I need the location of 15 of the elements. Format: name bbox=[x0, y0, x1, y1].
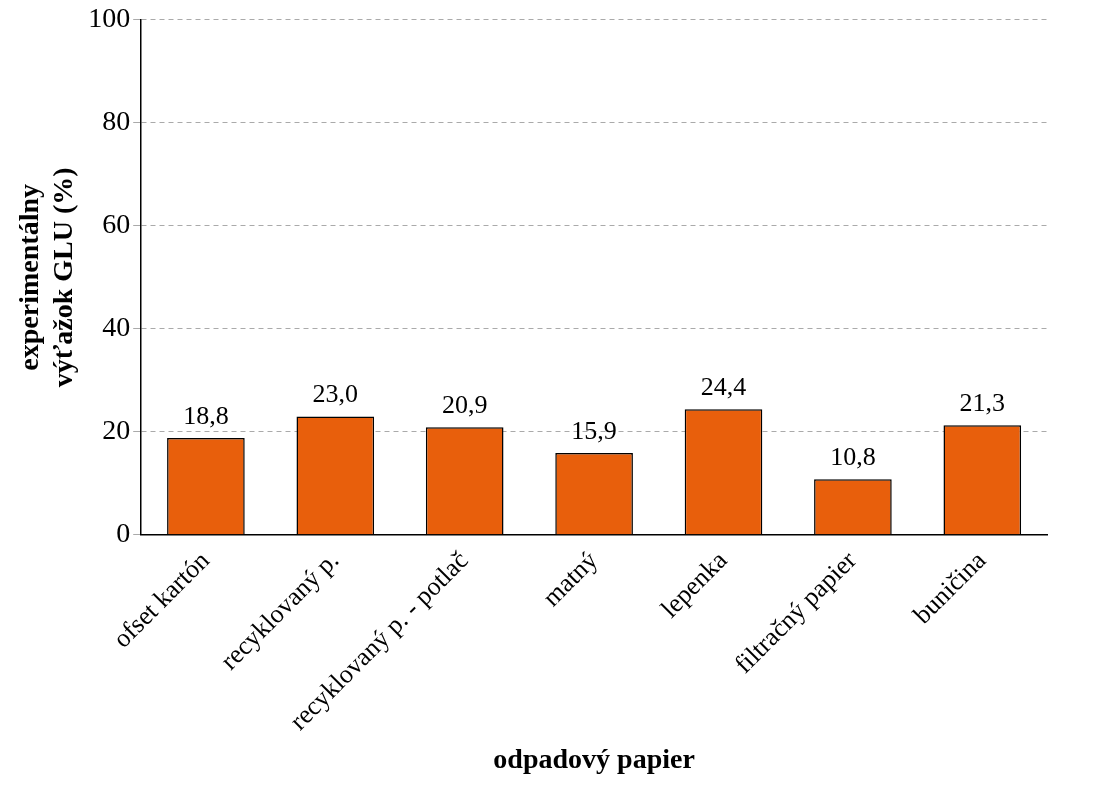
data-label: 23,0 bbox=[312, 379, 359, 409]
data-label: 20,9 bbox=[441, 390, 488, 420]
y-tick-label: 0 bbox=[116, 517, 131, 549]
y-tick-label: 40 bbox=[102, 311, 131, 343]
data-label: 21,3 bbox=[959, 387, 1006, 417]
data-label: 10,8 bbox=[830, 442, 876, 472]
y-tick-label: 80 bbox=[102, 105, 131, 137]
y-axis-title: experimentálny výťažok GLU (%) bbox=[13, 167, 78, 388]
x-axis-title: odpadový papier bbox=[493, 743, 695, 775]
y-tick-label: 60 bbox=[102, 208, 131, 240]
data-label: 24,4 bbox=[700, 372, 747, 402]
y-tick-label: 20 bbox=[102, 414, 131, 446]
data-label: 18,8 bbox=[183, 400, 229, 430]
data-label: 15,9 bbox=[571, 415, 617, 445]
y-tick-label: 100 bbox=[88, 2, 131, 34]
